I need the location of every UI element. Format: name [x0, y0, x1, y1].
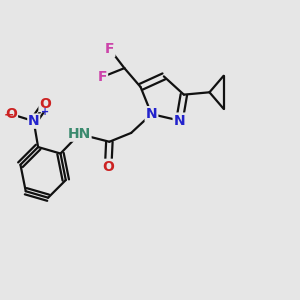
Text: F: F [105, 42, 114, 56]
Text: +: + [41, 107, 50, 117]
Text: N: N [146, 107, 157, 121]
Text: −: − [4, 108, 14, 121]
Text: F: F [98, 70, 107, 84]
Text: O: O [40, 97, 51, 111]
Text: O: O [102, 160, 114, 174]
Text: N: N [174, 114, 185, 128]
Text: O: O [5, 107, 17, 121]
Text: N: N [28, 114, 40, 128]
Text: HN: HN [68, 127, 91, 141]
